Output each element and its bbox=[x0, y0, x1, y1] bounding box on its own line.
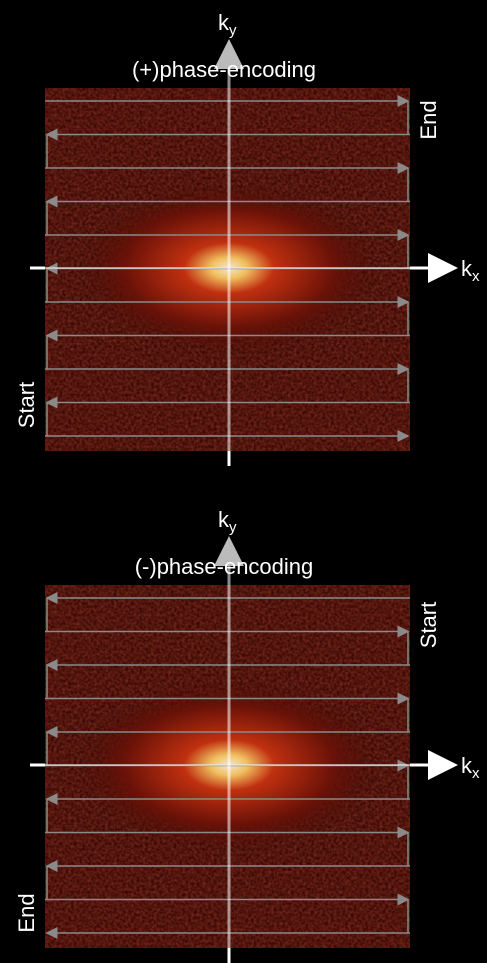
panel-title: (-)phase-encoding bbox=[135, 554, 314, 579]
left-label: Start bbox=[14, 382, 39, 428]
kx-label: kx bbox=[461, 753, 480, 782]
panel-title: (+)phase-encoding bbox=[132, 57, 316, 82]
diagram: ky kx (+)phase-encoding End Start ky kx (-)phas… bbox=[0, 0, 487, 963]
right-label: End bbox=[416, 100, 441, 139]
ky-label: ky bbox=[218, 507, 237, 536]
ky-label: ky bbox=[218, 10, 237, 39]
left-label: End bbox=[14, 893, 39, 932]
kx-sub: x bbox=[472, 765, 480, 782]
panel: ky kx (-)phase-encoding Start End bbox=[14, 507, 480, 963]
ky-sub: y bbox=[229, 22, 237, 39]
right-label: Start bbox=[416, 602, 441, 648]
panels: ky kx (+)phase-encoding End Start ky kx (-)phas… bbox=[14, 10, 480, 963]
kx-label: kx bbox=[461, 256, 480, 285]
panel: ky kx (+)phase-encoding End Start bbox=[14, 10, 480, 466]
ky-sub: y bbox=[229, 519, 237, 536]
kx-sub: x bbox=[472, 268, 480, 285]
